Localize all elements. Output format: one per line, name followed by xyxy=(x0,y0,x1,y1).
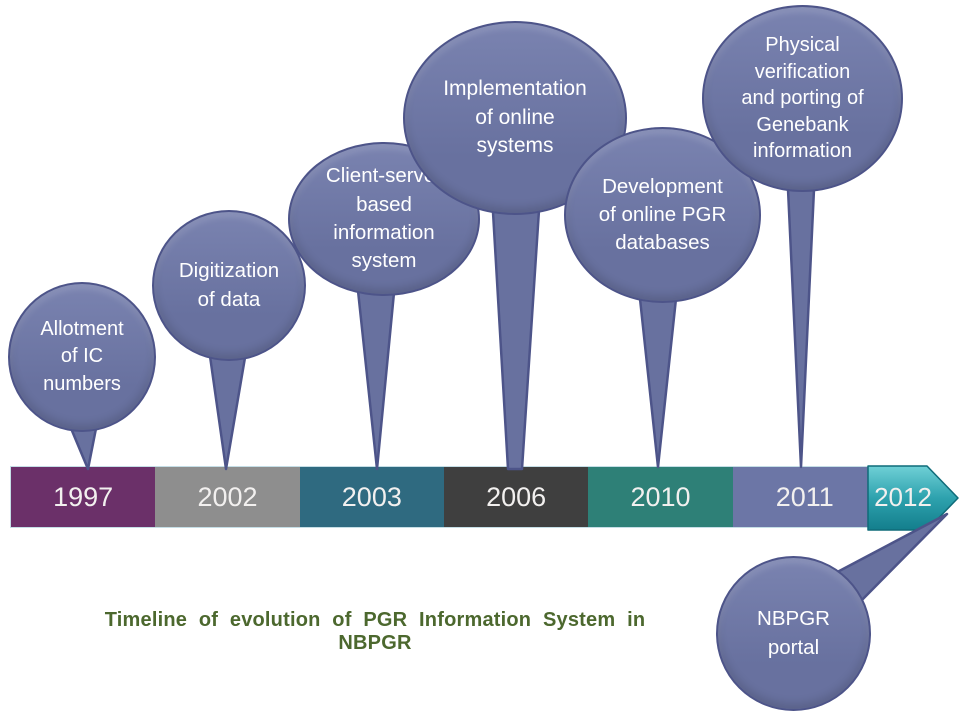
balloon-portal: NBPGR portal xyxy=(716,556,871,711)
balloon-development: Development of online PGR databases xyxy=(564,127,761,303)
timeline-segment-2003: 2003 xyxy=(299,467,444,527)
year-label: 2006 xyxy=(486,481,547,512)
year-label-2012: 2012 xyxy=(872,467,934,527)
balloon-label: Client-server based information system xyxy=(325,164,443,273)
timeline-segment-1997: 1997 xyxy=(11,467,156,527)
balloon-label: Implementation of online systems xyxy=(443,76,587,158)
balloon-label: Development of online PGR databases xyxy=(598,174,727,255)
tail-client-server xyxy=(354,270,398,471)
timeline-segment-2011: 2011 xyxy=(732,467,877,527)
year-label: 2003 xyxy=(341,481,402,512)
timeline-bar: 1997 2002 2003 2006 2010 2011 xyxy=(10,466,878,528)
tail-physical xyxy=(785,166,817,469)
year-label: 2011 xyxy=(775,481,834,512)
balloon-label: Physical verification and porting of Gen… xyxy=(741,34,864,163)
balloon-label: Digitization of data xyxy=(178,259,280,311)
timeline-segment-2010: 2010 xyxy=(588,467,733,527)
balloon-physical: Physical verification and porting of Gen… xyxy=(702,5,903,192)
year-label: 2010 xyxy=(630,481,691,512)
year-label: 1997 xyxy=(53,481,114,512)
year-label: 2002 xyxy=(197,481,258,512)
timeline-segment-2006: 2006 xyxy=(443,467,589,527)
year-label: 2012 xyxy=(874,481,932,512)
balloon-label: Allotment of IC numbers xyxy=(40,317,124,395)
timeline-segment-2002: 2002 xyxy=(155,467,300,527)
tail-implementation xyxy=(490,193,542,471)
slide-caption: Timeline of evolution of PGR Information… xyxy=(104,609,646,654)
balloon-digitization: Digitization of data xyxy=(152,210,306,361)
tail-development xyxy=(636,278,680,469)
balloon-label: NBPGR portal xyxy=(757,607,830,659)
balloon-allotment: Allotment of IC numbers xyxy=(8,282,156,432)
